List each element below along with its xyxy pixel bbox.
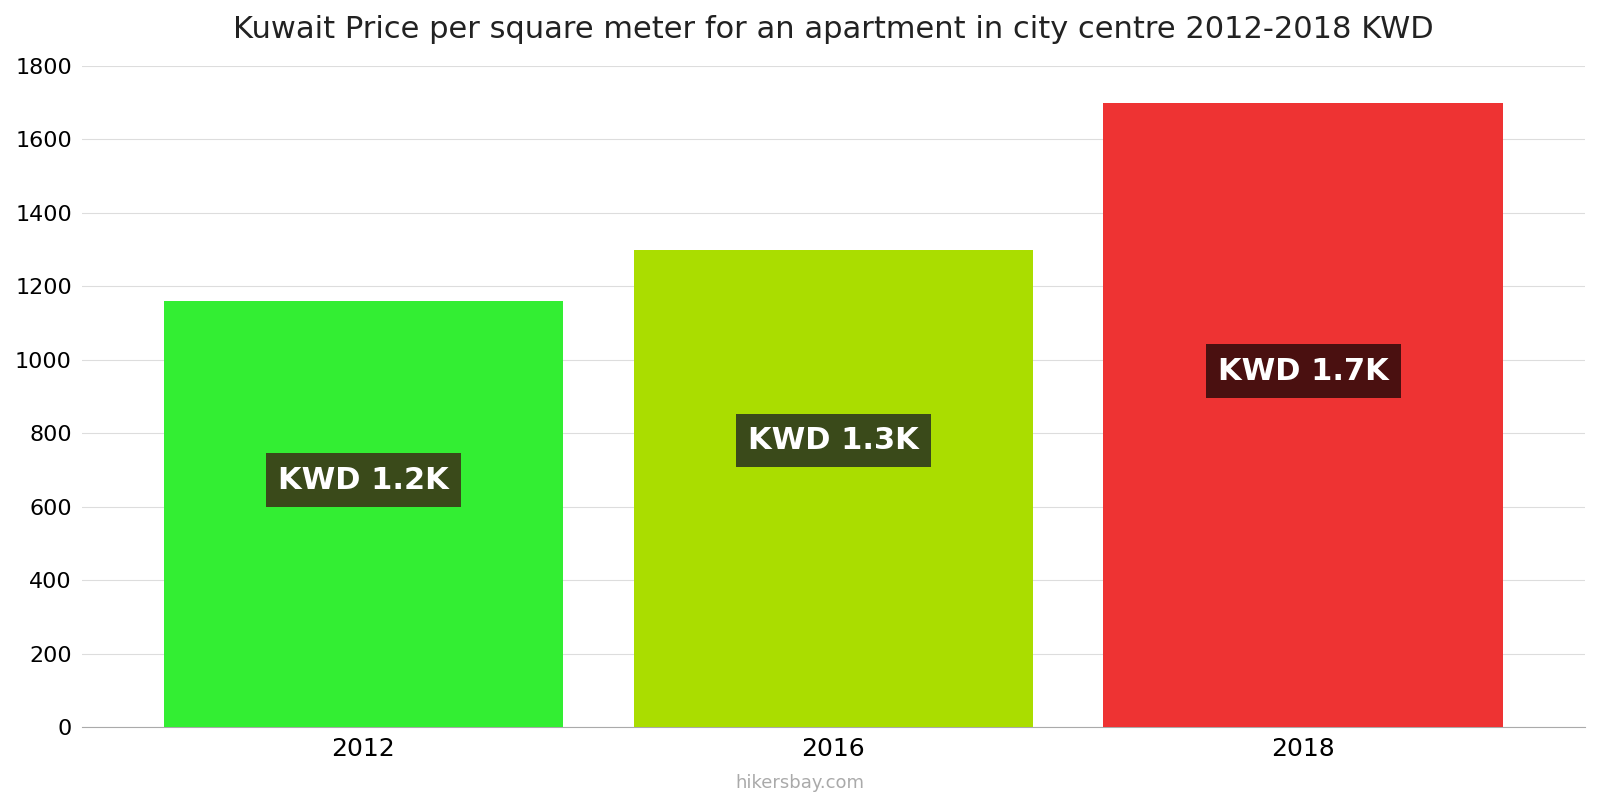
Title: Kuwait Price per square meter for an apartment in city centre 2012-2018 KWD: Kuwait Price per square meter for an apa… bbox=[234, 15, 1434, 44]
Text: KWD 1.2K: KWD 1.2K bbox=[278, 466, 450, 494]
Text: hikersbay.com: hikersbay.com bbox=[736, 774, 864, 792]
Bar bbox=[1104, 102, 1502, 727]
Text: KWD 1.3K: KWD 1.3K bbox=[747, 426, 918, 455]
Bar bbox=[163, 301, 563, 727]
Text: KWD 1.7K: KWD 1.7K bbox=[1218, 357, 1389, 386]
Bar bbox=[634, 250, 1034, 727]
